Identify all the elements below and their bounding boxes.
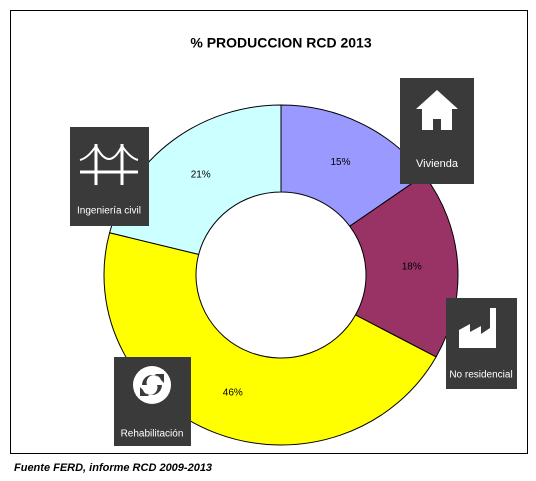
bridge-icon [79,144,139,185]
source-note: Fuente FERD, informe RCD 2009-2013 [14,462,212,474]
house-icon [416,90,458,130]
icon-background [70,127,149,226]
recycle-arrows [140,374,164,396]
icon-box: Rehabilitación [114,357,191,446]
icon-box: Ingeniería civil [70,127,149,226]
category-label: No residencial [449,370,512,381]
data-label: 15% [330,157,350,168]
recycle-icon [133,366,171,404]
data-label: 18% [402,262,422,273]
data-label: 21% [191,170,211,181]
category-label: Vivienda [416,158,459,170]
icon-box: Vivienda [400,78,474,184]
donut-segment [349,174,459,358]
data-label: 46% [223,387,243,398]
category-label: Rehabilitación [121,429,184,440]
chart-title: % PRODUCCION RCD 2013 [190,35,371,51]
icon-box: No residencial [446,298,517,389]
factory-icon [459,308,496,348]
category-label: Ingeniería civil [77,206,141,217]
